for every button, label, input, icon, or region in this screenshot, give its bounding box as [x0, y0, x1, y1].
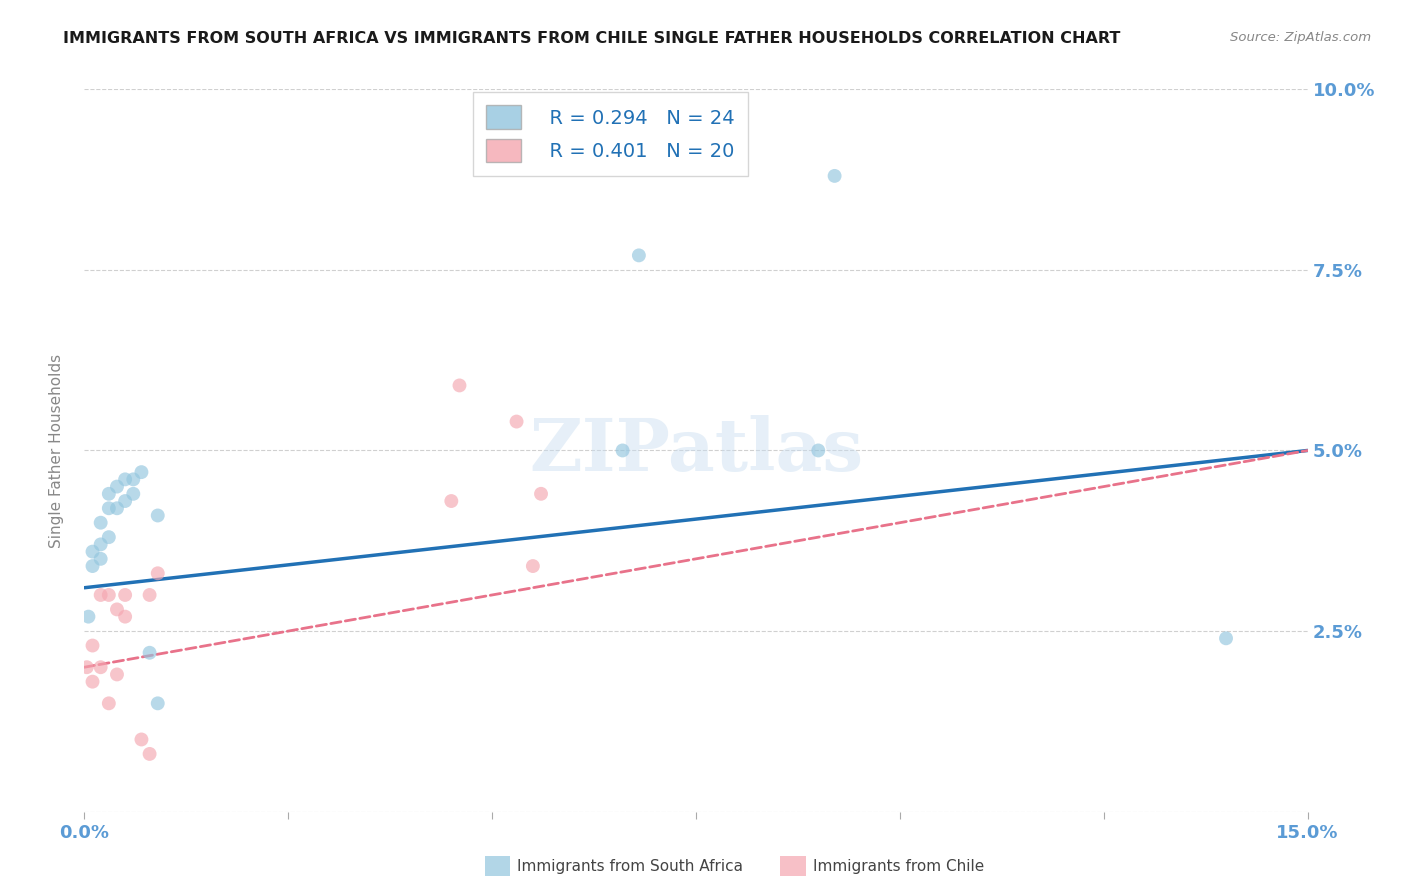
Point [105, 602, 128, 616]
Text: Immigrants from South Africa: Immigrants from South Africa [517, 859, 744, 873]
Point [138, 588, 160, 602]
Text: ZIPatlas: ZIPatlas [529, 415, 863, 486]
Point [146, 697, 169, 711]
Point [522, 559, 544, 574]
Point [105, 501, 128, 516]
Y-axis label: Single Father Households: Single Father Households [49, 353, 63, 548]
Point [97, 487, 120, 501]
Point [146, 508, 169, 523]
Point [90, 551, 112, 566]
Point [449, 378, 471, 392]
Point [77, 609, 100, 624]
Point [76, 660, 98, 674]
Point [82, 559, 104, 574]
Point [146, 566, 169, 581]
Point [1215, 632, 1237, 646]
Point [90, 537, 112, 551]
Point [90, 660, 112, 674]
Text: IMMIGRANTS FROM SOUTH AFRICA VS IMMIGRANTS FROM CHILE SINGLE FATHER HOUSEHOLDS C: IMMIGRANTS FROM SOUTH AFRICA VS IMMIGRAN… [63, 31, 1121, 46]
Point [138, 747, 160, 761]
Point [131, 732, 153, 747]
FancyBboxPatch shape [478, 851, 517, 881]
Point [97, 501, 120, 516]
FancyBboxPatch shape [775, 851, 813, 881]
Point [114, 494, 136, 508]
Point [82, 544, 104, 558]
Point [82, 674, 104, 689]
Text: Source: ZipAtlas.com: Source: ZipAtlas.com [1230, 31, 1371, 45]
Point [105, 480, 128, 494]
Point [114, 609, 136, 624]
Point [138, 646, 160, 660]
Point [440, 494, 463, 508]
Point [131, 465, 153, 479]
Point [122, 472, 145, 486]
Point [530, 487, 553, 501]
Point [824, 169, 846, 183]
Point [122, 487, 145, 501]
Point [90, 516, 112, 530]
Point [114, 588, 136, 602]
Point [97, 588, 120, 602]
Point [807, 443, 830, 458]
Point [627, 248, 650, 262]
Point [90, 588, 112, 602]
Point [505, 415, 527, 429]
Text: Immigrants from Chile: Immigrants from Chile [813, 859, 984, 873]
Point [97, 697, 120, 711]
Point [105, 667, 128, 681]
Point [114, 472, 136, 486]
Point [82, 639, 104, 653]
Point [97, 530, 120, 544]
Point [612, 443, 634, 458]
Legend:   R = 0.294   N = 24,   R = 0.401   N = 20: R = 0.294 N = 24, R = 0.401 N = 20 [472, 92, 748, 176]
